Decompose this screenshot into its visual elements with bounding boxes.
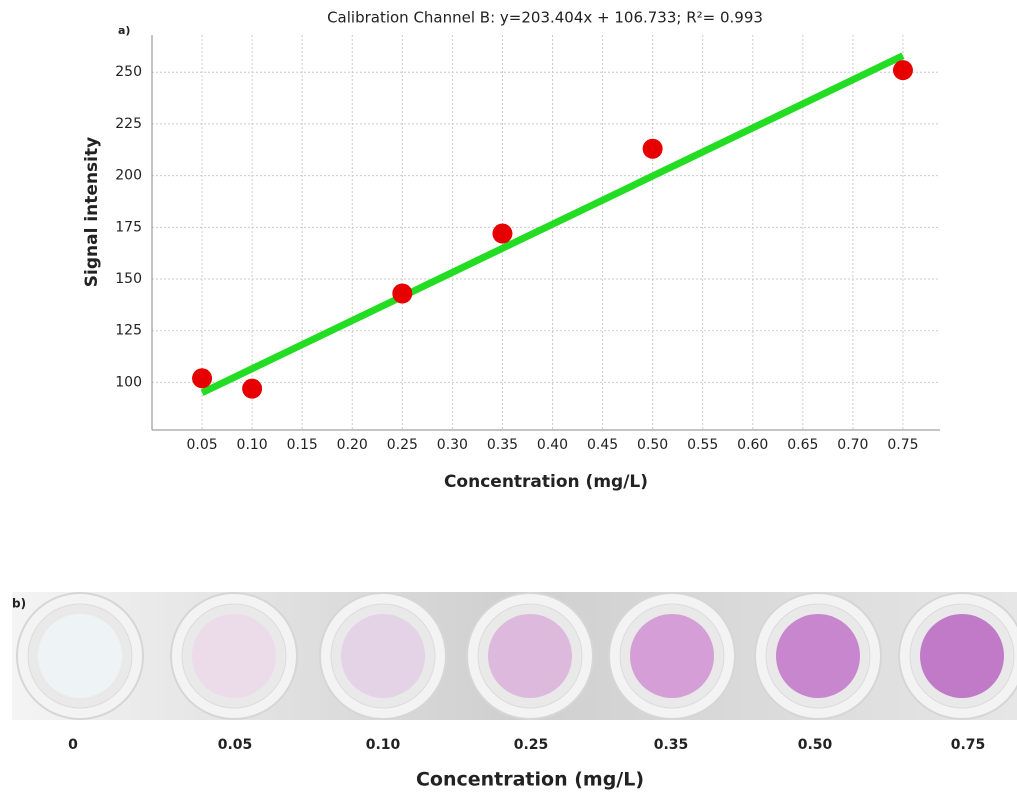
data-point [492,223,513,244]
cup-liquid [630,614,714,698]
x-tick-label: 0.30 [437,437,468,453]
x-axis-label: Concentration (mg/L) [444,472,648,492]
cup-liquid [776,614,860,698]
y-tick-label: 225 [115,116,142,132]
cup-label: 0.10 [366,737,401,753]
x-tick-label: 0.65 [787,437,818,453]
photo [16,592,1017,720]
x-tick-label: 0.40 [537,437,568,453]
x-tick-label: 0.60 [737,437,768,453]
data-point [192,368,213,389]
plot: 100 125 150 175 200 225 250 0.05 0.10 0.15 0.20 0.2… [115,35,940,453]
cup-liquid [341,614,425,698]
data-point [892,60,913,81]
cup-liquid [192,614,276,698]
y-tick-label: 250 [115,64,142,80]
cup-liquid [38,614,122,698]
y-tick-label: 150 [115,271,142,287]
x-tick-label: 0.10 [237,437,268,453]
fit-line [200,52,905,396]
photo-axis-label: Concentration (mg/L) [416,769,644,791]
y-tick-label: 125 [115,323,142,339]
y-tick-label: 100 [115,374,142,390]
cup-label: 0 [68,737,78,753]
y-axis-label: Signal intensity [82,137,102,287]
x-tick-label: 0.20 [337,437,368,453]
cup-label: 0.50 [798,737,833,753]
cup-label: 0.05 [218,737,253,753]
x-tick-label: 0.25 [387,437,418,453]
y-tick-label: 200 [115,168,142,184]
x-tick-label: 0.70 [837,437,868,453]
data-point [642,138,663,159]
cup-label: 0.75 [951,737,986,753]
x-tick-label: 0.35 [487,437,518,453]
x-tick-label: 0.15 [287,437,318,453]
chart-title: Calibration Channel B: y=203.404x + 106.… [327,9,763,27]
cup-liquid [920,614,1004,698]
cup-label: 0.25 [514,737,549,753]
x-tick-label: 0.75 [887,437,918,453]
x-tick-label: 0.50 [637,437,668,453]
data-point [392,283,413,304]
data-point [242,378,263,399]
y-tick-label: 175 [115,219,142,235]
panel-label: a) [118,24,130,37]
cup-label: 0.35 [654,737,689,753]
x-tick-label: 0.05 [186,437,217,453]
x-tick-label: 0.55 [687,437,718,453]
panel-label: b) [12,597,26,611]
cup-liquid [488,614,572,698]
x-tick-label: 0.45 [587,437,618,453]
